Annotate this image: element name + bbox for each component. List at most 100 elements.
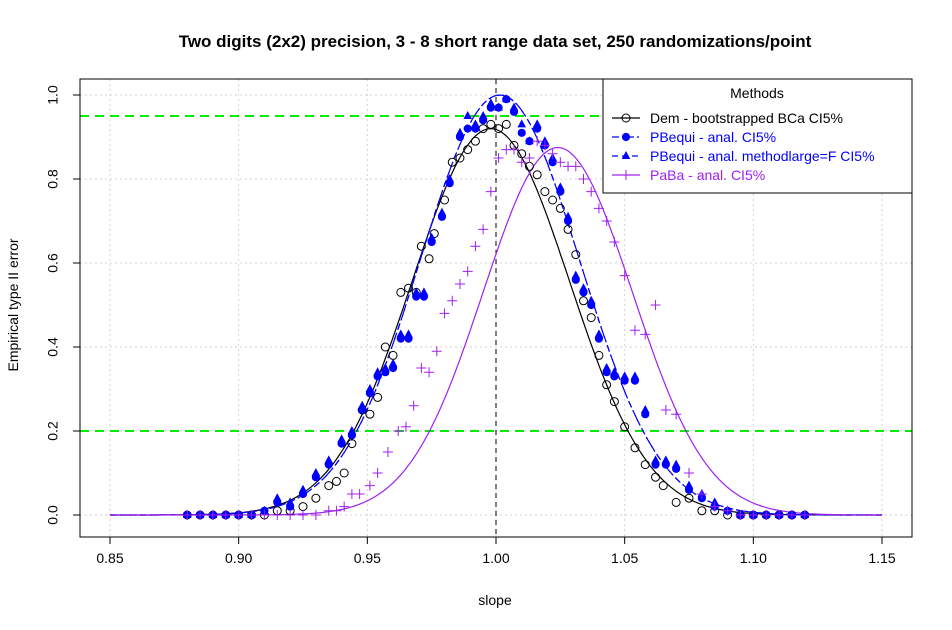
data-point: [373, 392, 383, 402]
data-point: [722, 505, 733, 516]
x-tick-label: 0.95: [354, 550, 381, 566]
data-point: [440, 195, 450, 205]
y-tick-label: 1.0: [45, 85, 61, 105]
data-point: [586, 186, 597, 197]
data-point: [619, 270, 630, 281]
y-tick-label: 0.8: [45, 169, 61, 189]
data-point: [455, 127, 465, 136]
data-point: [411, 287, 421, 296]
data-point: [509, 102, 519, 111]
data-point: [478, 111, 488, 119]
data-point: [381, 363, 390, 371]
data-point: [393, 426, 404, 436]
data-point: [517, 119, 527, 128]
data-point: [486, 98, 496, 107]
data-point: [331, 505, 342, 516]
legend-label: PaBa - anal. CI5%: [650, 167, 765, 183]
data-point: [578, 174, 589, 184]
data-point: [640, 329, 651, 340]
data-point: [601, 216, 612, 226]
data-point: [494, 124, 504, 134]
legend-title: Methods: [730, 85, 784, 101]
data-point: [437, 207, 447, 216]
data-point: [684, 468, 694, 478]
data-point: [602, 363, 611, 371]
data-point: [620, 371, 629, 380]
data-point: [388, 358, 398, 367]
data-point: [470, 241, 481, 252]
x-tick-label: 0.85: [96, 550, 123, 566]
data-point: [347, 439, 357, 449]
fitted-curve: [110, 94, 882, 516]
data-point: [640, 460, 650, 470]
data-point: [697, 506, 707, 516]
data-point: [630, 371, 640, 380]
data-point: [462, 266, 473, 277]
data-point: [671, 409, 682, 420]
data-point: [539, 140, 550, 151]
data-point: [357, 400, 367, 409]
data-point: [246, 510, 257, 520]
data-point: [285, 510, 296, 520]
data-point: [463, 145, 473, 155]
data-point: [373, 367, 382, 376]
legend-entries: Dem - bootstrapped BCa CI5% PBequi - anal…: [612, 110, 875, 183]
data-point: [621, 151, 631, 159]
chart-title: Two digits (2x2) precision, 3 - 8 short …: [179, 32, 812, 51]
data-point: [365, 384, 375, 392]
data-point: [548, 195, 558, 205]
data-point: [404, 329, 413, 338]
data-point: [517, 128, 526, 137]
data-point: [365, 409, 375, 419]
data-point: [556, 182, 565, 191]
y-tick-label: 0.0: [45, 505, 61, 525]
data-point: [478, 224, 489, 235]
data-point: [578, 296, 588, 306]
data-point: [471, 119, 480, 128]
y-axis-label: Empirical type II error: [5, 238, 21, 371]
data-point: [524, 153, 535, 163]
data-point: [620, 422, 630, 432]
data-points: [182, 94, 810, 520]
data-point: [337, 434, 346, 443]
data-point: [207, 510, 218, 520]
data-point: [660, 405, 671, 415]
data-point: [285, 497, 295, 506]
data-point: [671, 497, 681, 507]
data-point: [661, 455, 671, 464]
data-point: [709, 501, 720, 512]
data-point: [354, 489, 365, 499]
data-point: [629, 325, 640, 336]
data-point: [298, 510, 308, 520]
data-point: [602, 380, 612, 390]
data-point: [400, 421, 411, 432]
data-point: [540, 187, 550, 197]
data-point: [311, 493, 321, 503]
data-point: [696, 489, 707, 499]
data-point: [586, 295, 596, 304]
data-point: [454, 279, 465, 289]
legend-box: [602, 78, 913, 194]
x-tick-label: 1.15: [868, 550, 895, 566]
data-point: [331, 476, 341, 486]
y-axis: 0.0 0.2 0.4 0.6 0.8 1.0: [45, 85, 81, 525]
data-point: [195, 510, 206, 520]
y-tick-label: 0.2: [45, 421, 61, 441]
data-point: [501, 119, 511, 129]
data-point: [651, 455, 660, 464]
data-point: [684, 480, 694, 489]
data-point: [774, 510, 785, 520]
x-axis-label: slope: [478, 592, 512, 608]
data-point: [470, 136, 480, 146]
data-point: [427, 232, 436, 241]
data-point: [532, 170, 542, 180]
data-point: [786, 510, 797, 520]
data-point: [555, 157, 566, 168]
data-point: [609, 237, 620, 247]
data-point: [447, 295, 458, 306]
data-point: [493, 153, 504, 163]
data-point: [396, 329, 406, 338]
data-point: [324, 455, 334, 464]
data-point: [579, 283, 588, 292]
